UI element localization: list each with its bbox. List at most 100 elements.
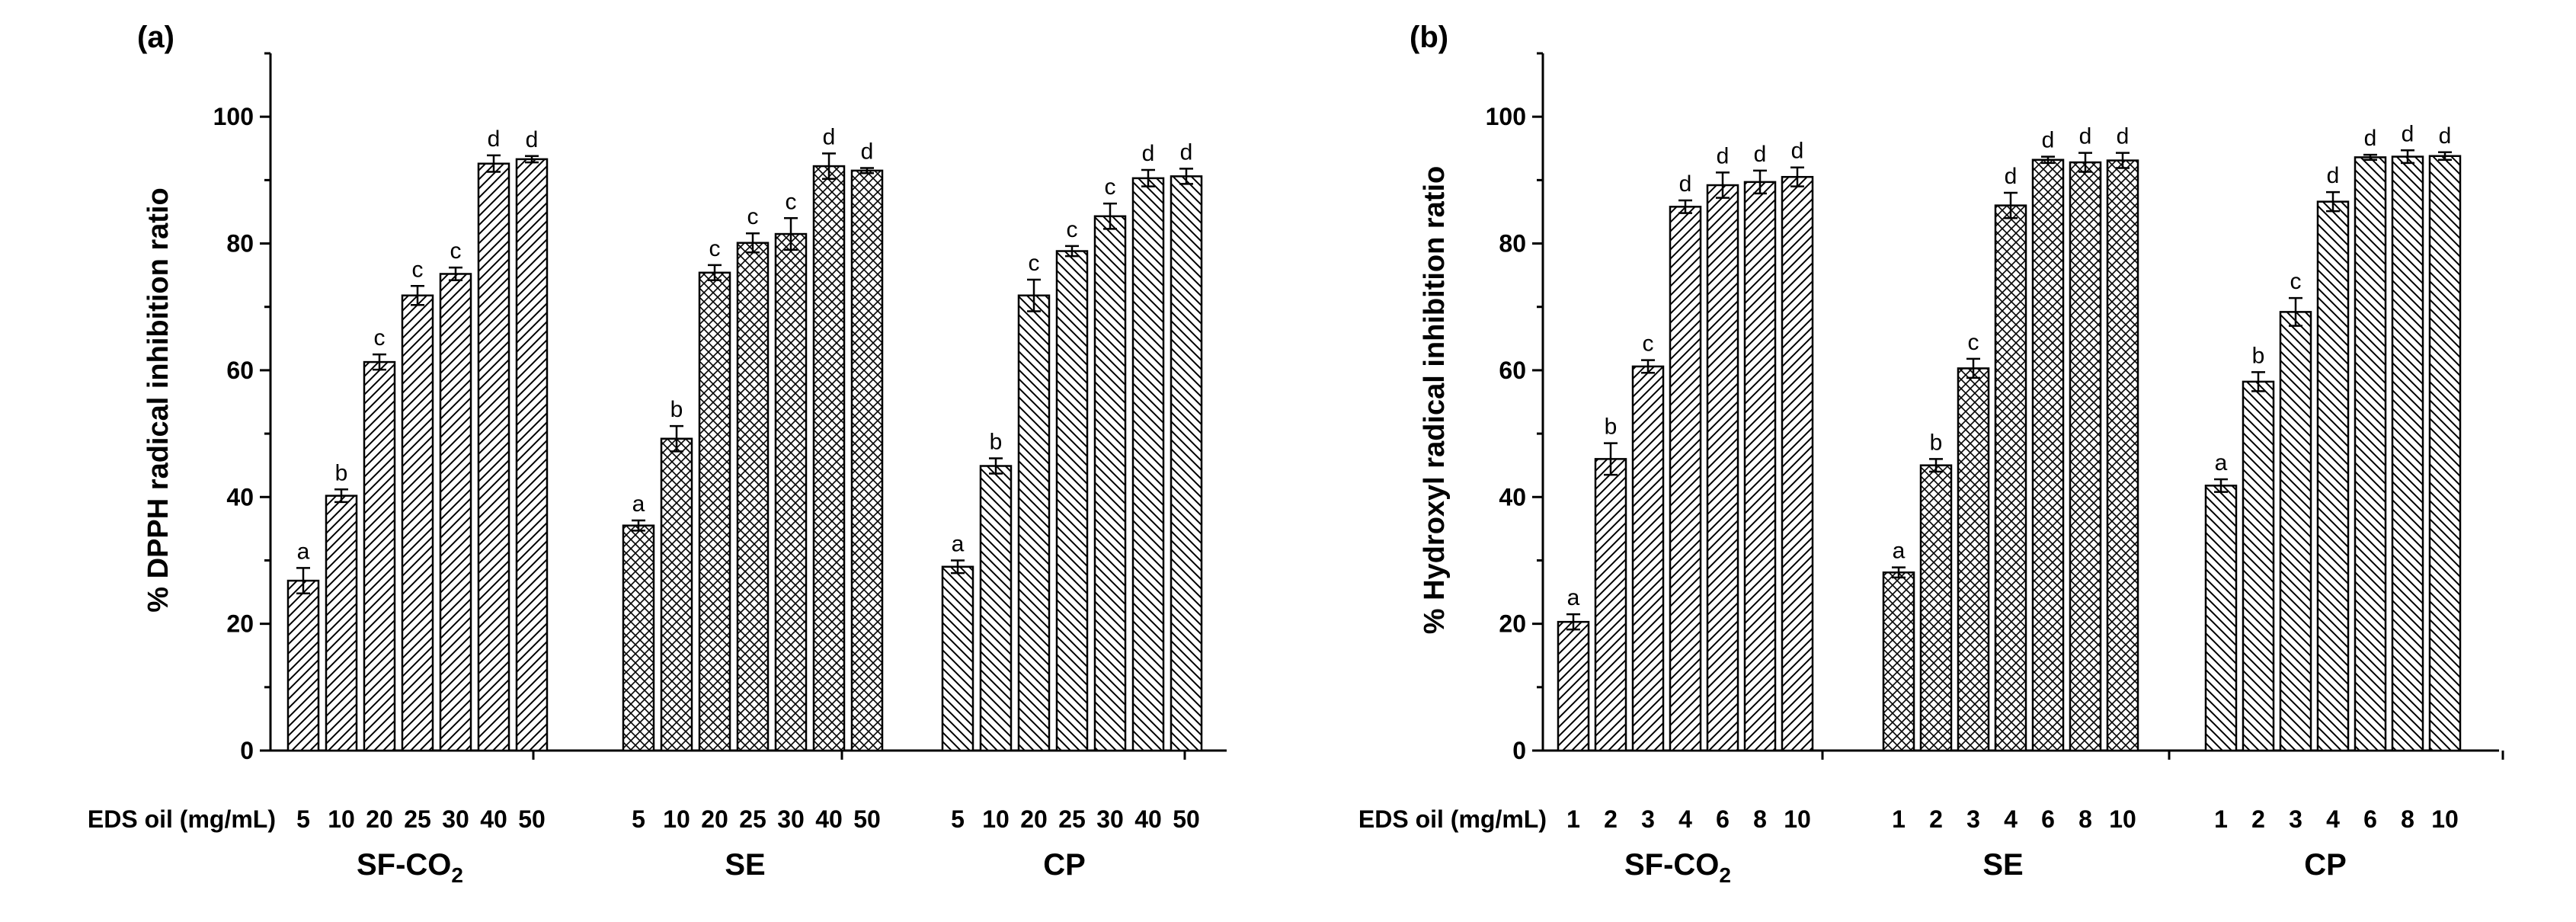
- group-label: CP: [1043, 848, 1086, 882]
- bar: [286, 579, 320, 752]
- bar: [1170, 175, 1203, 752]
- bar: [2031, 158, 2065, 752]
- bar: [660, 437, 693, 752]
- significance-letter: c: [1643, 331, 1654, 357]
- y-axis-label: % Hydroxyl radical inhibition ratio: [1419, 166, 1451, 634]
- y-tick-label: 100: [213, 103, 254, 130]
- x-tick-label: 4: [1678, 805, 1692, 833]
- bar: [941, 565, 974, 752]
- bar: [1669, 206, 1702, 752]
- significance-letter: c: [412, 257, 424, 282]
- significance-letter: d: [1679, 171, 1692, 197]
- bar: [1706, 184, 1739, 752]
- significance-letter: d: [1142, 141, 1155, 166]
- significance-letter: c: [450, 239, 462, 264]
- y-tick-label: 0: [1512, 737, 1526, 764]
- significance-letter: d: [1717, 143, 1730, 168]
- y-tick-label: 80: [1499, 230, 1526, 258]
- plot-area: 0 20 40 60 80 100 a 5 b 10 c 20 c 25 c 30 d 40 d 50 SF-CO2 a 5…: [213, 52, 1227, 887]
- x-tick-label: 8: [2078, 805, 2092, 833]
- panel-b: (b) % Hydroxyl radical inhibition ratio …: [1358, 21, 2504, 887]
- significance-letter: a: [297, 539, 310, 564]
- significance-letter: d: [2439, 123, 2452, 149]
- x-tick-label: 20: [701, 805, 728, 833]
- significance-letter: b: [2252, 343, 2265, 368]
- significance-letter: c: [1029, 251, 1040, 276]
- bar: [401, 294, 434, 752]
- x-tick-label: 8: [2401, 805, 2414, 833]
- y-tick-label: 40: [1499, 483, 1526, 511]
- bar: [1994, 204, 2027, 752]
- x-tick-label: 40: [480, 805, 507, 833]
- x-tick-label: 10: [982, 805, 1010, 833]
- significance-letter: d: [2364, 126, 2377, 151]
- x-tick-label: 10: [1784, 805, 1811, 833]
- x-tick-label: 6: [2363, 805, 2377, 833]
- significance-letter: c: [374, 325, 386, 351]
- significance-letter: a: [2215, 450, 2228, 475]
- significance-letter: d: [2042, 128, 2055, 153]
- x-tick-label: 6: [2041, 805, 2055, 833]
- x-tick-label: 2: [1604, 805, 1618, 833]
- significance-letter: a: [952, 531, 965, 556]
- significance-letter: d: [1754, 142, 1767, 167]
- y-tick-label: 80: [226, 230, 254, 258]
- significance-letter: d: [2402, 121, 2414, 146]
- x-tick-label: 3: [1966, 805, 1980, 833]
- significance-letter: b: [1930, 430, 1943, 455]
- bar: [1594, 458, 1627, 752]
- bar: [1882, 571, 1915, 752]
- plot-area: 0 20 40 60 80 100 a 1 b 2 c 3 d 4 d 6 d 8 d 10 SF-CO2 a 1 b 2 c 3 d…: [1486, 52, 2504, 887]
- group-label: SF-CO2: [1624, 848, 1731, 887]
- bar: [363, 360, 396, 752]
- group-label: CP: [2304, 848, 2347, 882]
- x-tick-label: 30: [777, 805, 805, 833]
- x-tick-label: 40: [815, 805, 843, 833]
- significance-letter: b: [990, 430, 1003, 455]
- x-tick-label: 20: [366, 805, 393, 833]
- x-tick-label: 3: [1641, 805, 1655, 833]
- significance-letter: b: [1605, 415, 1618, 440]
- x-tick-label: 6: [1716, 805, 1730, 833]
- significance-letter: d: [2005, 164, 2018, 189]
- x-tick-label: 25: [1058, 805, 1086, 833]
- bar: [2069, 161, 2102, 752]
- significance-letter: d: [1791, 139, 1804, 164]
- panel-label: (a): [137, 21, 174, 54]
- bar: [979, 465, 1013, 752]
- y-tick-label: 60: [226, 357, 254, 384]
- x-tick-label: 50: [518, 805, 546, 833]
- bar: [774, 232, 808, 752]
- bar: [1781, 175, 1814, 752]
- significance-letter: c: [1067, 217, 1078, 242]
- x-tick-label: 30: [442, 805, 469, 833]
- significance-letter: d: [823, 124, 836, 149]
- significance-letter: a: [1893, 539, 1906, 564]
- x-tick-label: 10: [2109, 805, 2136, 833]
- significance-letter: d: [488, 126, 501, 152]
- bar: [1743, 181, 1777, 752]
- y-tick-label: 100: [1486, 103, 1526, 130]
- x-tick-label: 40: [1134, 805, 1162, 833]
- bar: [2354, 156, 2387, 752]
- x-axis-prefix: EDS oil (mg/mL): [88, 805, 276, 833]
- x-tick-label: 25: [404, 805, 431, 833]
- bar: [622, 524, 655, 752]
- significance-letter: b: [335, 460, 348, 485]
- y-tick-label: 0: [240, 737, 254, 764]
- x-tick-label: 8: [1753, 805, 1767, 833]
- x-tick-label: 5: [296, 805, 310, 833]
- significance-letter: d: [2327, 163, 2340, 188]
- y-axis-label: % DPPH radical inhibition ratio: [142, 187, 174, 612]
- x-tick-label: 2: [1929, 805, 1943, 833]
- x-tick-label: 25: [739, 805, 766, 833]
- x-tick-label: 20: [1020, 805, 1048, 833]
- x-tick-label: 1: [1566, 805, 1580, 833]
- x-tick-label: 10: [2431, 805, 2459, 833]
- significance-letter: d: [2079, 124, 2092, 149]
- bar: [2428, 155, 2462, 752]
- bar: [2242, 380, 2275, 752]
- significance-letter: d: [861, 139, 874, 165]
- bar: [1919, 464, 1953, 752]
- x-tick-label: 50: [1173, 805, 1200, 833]
